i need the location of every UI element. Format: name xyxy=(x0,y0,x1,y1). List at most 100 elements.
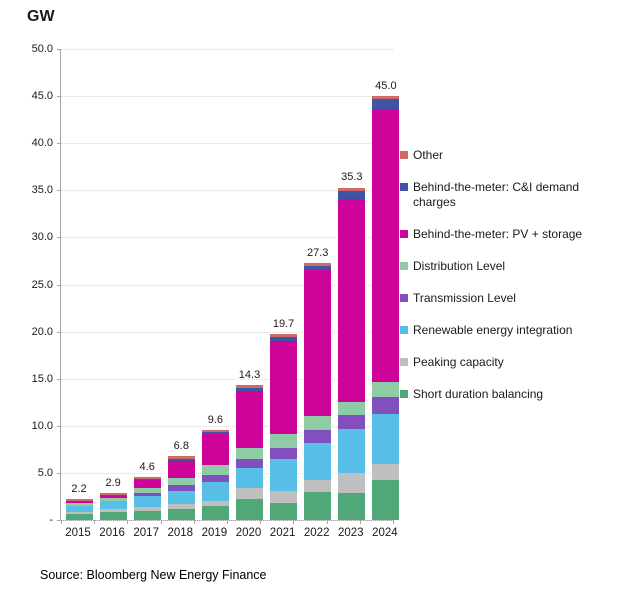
y-tick-label: - xyxy=(49,514,53,526)
stacked-bar-2022: 27.3 xyxy=(304,247,332,520)
x-tick-mark xyxy=(193,520,195,524)
bar-segment xyxy=(270,458,298,491)
y-tick-label: 20.0 xyxy=(31,325,53,338)
gridline xyxy=(61,143,393,145)
x-tick-mark xyxy=(326,520,328,524)
x-tick-mark xyxy=(61,520,62,524)
bar-segment xyxy=(372,96,400,99)
legend-label: Other xyxy=(413,148,444,162)
gridline xyxy=(61,96,393,98)
legend-item: Other xyxy=(400,148,616,163)
bar-segment xyxy=(270,503,298,520)
stacked-bar-2021: 19.7 xyxy=(270,318,298,520)
bar-segment xyxy=(338,198,366,403)
gridline xyxy=(61,378,393,380)
bar-segment xyxy=(167,504,195,509)
bar-segment xyxy=(270,336,298,342)
bar-segment xyxy=(201,431,229,435)
chart-legend: Other Behind-the-meter: C&I demand charge… xyxy=(400,148,616,419)
legend-swatch-icon xyxy=(400,294,408,302)
bar-segment xyxy=(338,415,366,429)
bar-segment xyxy=(304,479,332,492)
x-tick-mark xyxy=(393,520,394,524)
bar-segment xyxy=(338,472,366,493)
bar-segment xyxy=(99,511,127,520)
y-tick-mark xyxy=(57,284,61,286)
x-tick-label: 2015 xyxy=(65,527,91,539)
bar-segment xyxy=(304,416,332,430)
stacked-bar-2024: 45.0 xyxy=(372,80,400,520)
bar-segment xyxy=(372,413,400,465)
bar-segment xyxy=(338,402,366,416)
bar-total-label: 14.3 xyxy=(238,369,261,382)
bar-segment xyxy=(338,187,366,191)
legend-label: Distribution Level xyxy=(413,259,506,273)
legend-swatch-icon xyxy=(400,326,408,334)
legend-label: Behind-the-meter: C&I demand charges xyxy=(413,180,580,209)
bar-segment xyxy=(236,458,263,469)
bar-segment xyxy=(338,190,366,199)
legend-swatch-icon xyxy=(400,183,408,191)
y-tick-label: 45.0 xyxy=(31,90,53,103)
y-tick-mark xyxy=(57,331,61,333)
x-tick-label: 2018 xyxy=(167,527,194,539)
bar-segment xyxy=(167,485,195,491)
legend-label: Transmission Level xyxy=(413,291,516,305)
bar-segment xyxy=(99,501,127,509)
legend-item: Behind-the-meter: C&I demand charges xyxy=(400,180,616,210)
legend-label: Renewable energy integration xyxy=(413,323,573,337)
bar-segment xyxy=(372,396,400,414)
x-tick-label: 2022 xyxy=(303,527,330,539)
x-tick-mark xyxy=(293,520,295,524)
stacked-bar-2020: 14.3 xyxy=(236,369,263,520)
bar-total-label: 35.3 xyxy=(341,171,363,184)
bar-segment xyxy=(201,474,229,483)
bar-segment xyxy=(201,429,229,432)
gridline xyxy=(61,237,393,239)
y-tick-mark xyxy=(57,425,61,427)
bar-segment xyxy=(372,109,400,382)
bar-segment xyxy=(65,506,93,513)
x-tick-label: 2021 xyxy=(269,527,296,539)
gridline xyxy=(61,49,393,50)
bar-segment xyxy=(372,98,400,110)
bar-segment xyxy=(65,499,93,501)
y-tick-label: 10.0 xyxy=(31,419,53,432)
bar-segment xyxy=(99,495,127,499)
bar-segment xyxy=(167,477,195,486)
bar-segment xyxy=(133,476,161,479)
y-tick-mark xyxy=(57,378,61,380)
bar-segment xyxy=(270,490,298,504)
stacked-bar-2016: 2.9 xyxy=(99,477,127,520)
legend-item: Transmission Level xyxy=(400,291,616,306)
bar-segment xyxy=(304,429,332,443)
bar-segment xyxy=(236,487,263,500)
y-tick-label: 30.0 xyxy=(31,231,53,244)
gridline xyxy=(61,284,393,286)
bar-segment xyxy=(372,381,400,397)
x-tick-mark xyxy=(160,520,162,524)
y-tick-label: 15.0 xyxy=(31,372,53,385)
bar-segment xyxy=(65,512,93,515)
legend-item: Peaking capacity xyxy=(400,355,616,370)
x-tick-label: 2016 xyxy=(99,527,125,539)
bar-total-label: 2.2 xyxy=(71,483,87,496)
bar-segment xyxy=(133,478,161,480)
y-tick-label: 40.0 xyxy=(31,137,53,150)
legend-swatch-icon xyxy=(400,262,408,270)
plot-area: 2.2 2.9 4.6 6.8 9.6 14.3 19.7 27.3 35.3 45.0 xyxy=(57,49,400,524)
y-axis-unit-label: GW xyxy=(27,8,55,25)
bar-segment xyxy=(236,388,263,391)
y-tick-label: 5.0 xyxy=(37,466,53,479)
x-tick-mark xyxy=(227,520,228,524)
x-tick-mark xyxy=(127,520,129,524)
legend-swatch-icon xyxy=(400,358,408,366)
legend-label: Short duration balancing xyxy=(413,387,544,401)
legend-item: Renewable energy integration xyxy=(400,323,616,338)
bar-segment xyxy=(99,498,127,501)
bar-segment xyxy=(133,506,161,511)
bar-segment xyxy=(65,514,93,520)
y-tick-mark xyxy=(57,472,61,474)
x-tick-label: 2020 xyxy=(235,527,262,539)
y-tick-label: 35.0 xyxy=(31,184,53,197)
